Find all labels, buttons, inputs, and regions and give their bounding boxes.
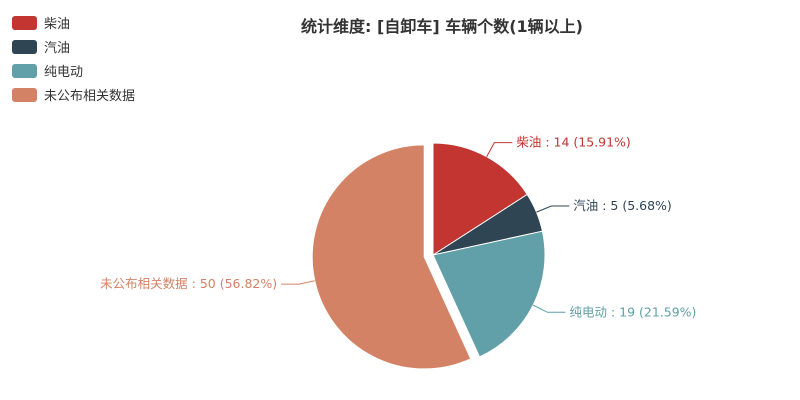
slice-4[interactable] [311, 144, 472, 370]
slice-label-3: 纯电动 : 19 (21.59%) [569, 304, 696, 319]
leader-line-4 [281, 280, 315, 285]
legend-label-4: 未公布相关数据 [44, 89, 135, 104]
legend-swatch-3 [12, 64, 37, 78]
slice-label-1: 柴油 : 14 (15.91%) [516, 135, 630, 150]
pie-slices [311, 142, 546, 370]
leader-line-2 [536, 205, 570, 213]
legend-item-3[interactable]: 纯电动 [12, 64, 83, 80]
slice-labels: 柴油 : 14 (15.91%) 汽油 : 5 (5.68%) 纯电动 : 19 (… [100, 135, 696, 320]
legend-item-1[interactable]: 柴油 [12, 16, 70, 32]
leader-lines [281, 142, 570, 313]
slice-label-4: 未公布相关数据 : 50 (56.82%) [100, 276, 277, 291]
legend-swatch-4 [12, 88, 37, 102]
legend-label-3: 纯电动 [44, 65, 83, 80]
legend-item-4[interactable]: 未公布相关数据 [12, 88, 135, 104]
legend-label-1: 柴油 [44, 17, 70, 32]
slice-label-2: 汽油 : 5 (5.68%) [573, 198, 672, 213]
legend-swatch-1 [12, 16, 37, 30]
legend-item-2[interactable]: 汽油 [12, 40, 70, 56]
legend-label-2: 汽油 [44, 41, 70, 56]
slice-1[interactable] [432, 142, 528, 256]
leader-line-1 [486, 142, 513, 157]
legend-swatch-2 [12, 40, 37, 54]
slice-3[interactable] [432, 230, 546, 358]
leader-line-3 [532, 304, 566, 313]
chart-title: 统计维度: [自卸车] 车辆个数(1辆以上) [301, 17, 583, 36]
